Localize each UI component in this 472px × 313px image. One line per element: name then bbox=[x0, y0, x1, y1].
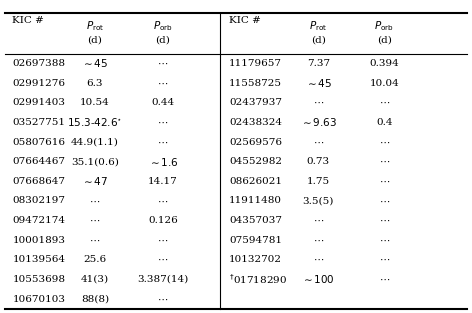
Text: 02569576: 02569576 bbox=[229, 137, 282, 146]
Text: $\sim 9.63$: $\sim 9.63$ bbox=[300, 116, 337, 128]
Text: 0.44: 0.44 bbox=[152, 98, 175, 107]
Text: 08626021: 08626021 bbox=[229, 177, 282, 186]
Text: 02438324: 02438324 bbox=[229, 118, 282, 127]
Text: $\sim 47$: $\sim 47$ bbox=[81, 175, 109, 187]
Text: KIC #: KIC # bbox=[229, 16, 261, 24]
Text: 0.4: 0.4 bbox=[376, 118, 393, 127]
Text: $\sim 100$: $\sim 100$ bbox=[302, 274, 335, 285]
Text: 10001893: 10001893 bbox=[12, 236, 66, 245]
Text: 05807616: 05807616 bbox=[12, 137, 66, 146]
Text: KIC #: KIC # bbox=[12, 16, 44, 24]
Text: 10139564: 10139564 bbox=[12, 255, 66, 264]
Text: $\cdots$: $\cdots$ bbox=[379, 275, 390, 284]
Text: $\cdots$: $\cdots$ bbox=[158, 79, 169, 88]
Text: 02697388: 02697388 bbox=[12, 59, 66, 68]
Text: $\cdots$: $\cdots$ bbox=[158, 137, 169, 146]
Text: $\cdots$: $\cdots$ bbox=[158, 59, 169, 68]
Text: 3.387(14): 3.387(14) bbox=[137, 275, 189, 284]
Text: $\sim 1.6$: $\sim 1.6$ bbox=[148, 156, 178, 168]
Text: 11558725: 11558725 bbox=[229, 79, 282, 88]
Text: 35.1(0.6): 35.1(0.6) bbox=[71, 157, 119, 166]
Text: $\cdots$: $\cdots$ bbox=[158, 236, 169, 245]
Text: $\sim 45$: $\sim 45$ bbox=[305, 77, 332, 89]
Text: $\cdots$: $\cdots$ bbox=[313, 236, 324, 245]
Text: $\cdots$: $\cdots$ bbox=[313, 137, 324, 146]
Text: 0.126: 0.126 bbox=[148, 216, 178, 225]
Text: 41(3): 41(3) bbox=[81, 275, 109, 284]
Text: $\cdots$: $\cdots$ bbox=[379, 216, 390, 225]
Text: $P_{\rm orb}$: $P_{\rm orb}$ bbox=[374, 19, 394, 33]
Text: 7.37: 7.37 bbox=[307, 59, 330, 68]
Text: $P_{\rm rot}$: $P_{\rm rot}$ bbox=[309, 19, 328, 33]
Text: 10670103: 10670103 bbox=[12, 295, 66, 304]
Text: 88(8): 88(8) bbox=[81, 295, 109, 304]
Text: $\cdots$: $\cdots$ bbox=[89, 196, 101, 205]
Text: (d): (d) bbox=[311, 35, 326, 44]
Text: 3.5(5): 3.5(5) bbox=[303, 196, 334, 205]
Text: 10132702: 10132702 bbox=[229, 255, 282, 264]
Text: 44.9(1.1): 44.9(1.1) bbox=[71, 137, 119, 146]
Text: $\cdots$: $\cdots$ bbox=[379, 236, 390, 245]
Text: 02991276: 02991276 bbox=[12, 79, 66, 88]
Text: (d): (d) bbox=[377, 35, 392, 44]
Text: $^{\dagger}$01718290: $^{\dagger}$01718290 bbox=[229, 273, 287, 286]
Text: $\cdots$: $\cdots$ bbox=[379, 255, 390, 264]
Text: 0.394: 0.394 bbox=[370, 59, 399, 68]
Text: (d): (d) bbox=[87, 35, 102, 44]
Text: $P_{\rm rot}$: $P_{\rm rot}$ bbox=[85, 19, 104, 33]
Text: 08302197: 08302197 bbox=[12, 196, 66, 205]
Text: (d): (d) bbox=[156, 35, 170, 44]
Text: $\cdots$: $\cdots$ bbox=[158, 118, 169, 127]
Text: 14.17: 14.17 bbox=[148, 177, 178, 186]
Text: 25.6: 25.6 bbox=[83, 255, 106, 264]
Text: $P_{\rm orb}$: $P_{\rm orb}$ bbox=[153, 19, 173, 33]
Text: 10.04: 10.04 bbox=[370, 79, 399, 88]
Text: 1.75: 1.75 bbox=[307, 177, 330, 186]
Text: 11911480: 11911480 bbox=[229, 196, 282, 205]
Text: 10553698: 10553698 bbox=[12, 275, 66, 284]
Text: $\cdots$: $\cdots$ bbox=[313, 216, 324, 225]
Text: $\cdots$: $\cdots$ bbox=[313, 98, 324, 107]
Text: $15.3$-$42.6^{\star}$: $15.3$-$42.6^{\star}$ bbox=[67, 116, 123, 129]
Text: 07664467: 07664467 bbox=[12, 157, 66, 166]
Text: $\cdots$: $\cdots$ bbox=[89, 216, 101, 225]
Text: 04552982: 04552982 bbox=[229, 157, 282, 166]
Text: 03527751: 03527751 bbox=[12, 118, 66, 127]
Text: $\cdots$: $\cdots$ bbox=[158, 295, 169, 304]
Text: $\cdots$: $\cdots$ bbox=[89, 236, 101, 245]
Text: $\cdots$: $\cdots$ bbox=[313, 255, 324, 264]
Text: 09472174: 09472174 bbox=[12, 216, 66, 225]
Text: 11179657: 11179657 bbox=[229, 59, 282, 68]
Text: 0.73: 0.73 bbox=[307, 157, 330, 166]
Text: $\cdots$: $\cdots$ bbox=[379, 98, 390, 107]
Text: 07594781: 07594781 bbox=[229, 236, 282, 245]
Text: $\cdots$: $\cdots$ bbox=[379, 177, 390, 186]
Text: $\cdots$: $\cdots$ bbox=[158, 255, 169, 264]
Text: 10.54: 10.54 bbox=[80, 98, 110, 107]
Text: $\cdots$: $\cdots$ bbox=[379, 196, 390, 205]
Text: $\cdots$: $\cdots$ bbox=[379, 157, 390, 166]
Text: $\cdots$: $\cdots$ bbox=[379, 137, 390, 146]
Text: $\sim 45$: $\sim 45$ bbox=[81, 58, 109, 69]
Text: 02991403: 02991403 bbox=[12, 98, 66, 107]
Text: 04357037: 04357037 bbox=[229, 216, 282, 225]
Text: 02437937: 02437937 bbox=[229, 98, 282, 107]
Text: 07668647: 07668647 bbox=[12, 177, 66, 186]
Text: $\cdots$: $\cdots$ bbox=[158, 196, 169, 205]
Text: 6.3: 6.3 bbox=[86, 79, 103, 88]
